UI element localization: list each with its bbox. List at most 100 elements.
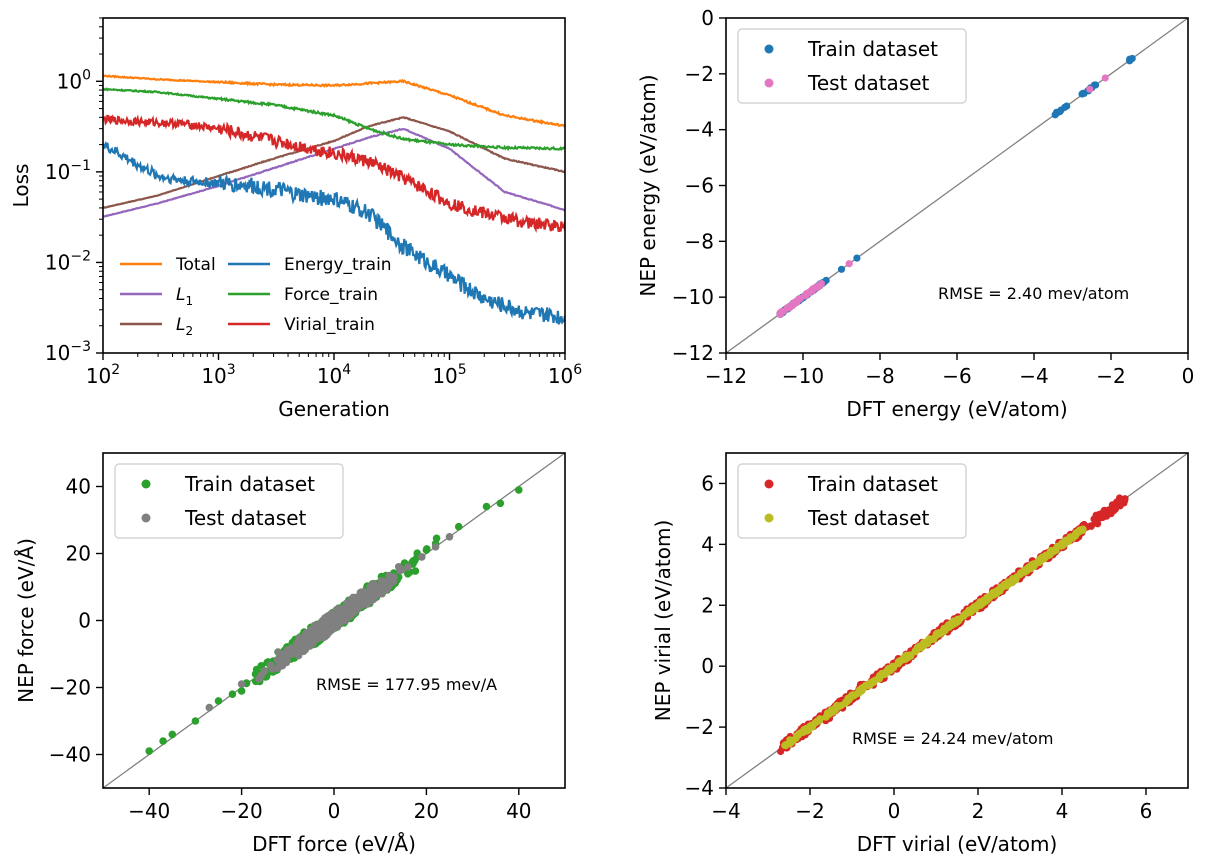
scatter-point-test-dataset <box>898 656 906 664</box>
legend-marker-train-dataset <box>141 479 151 489</box>
y-tick-label: −6 <box>685 174 714 198</box>
y-tick-label: 10−3 <box>45 339 91 365</box>
y-tick-label: 40 <box>66 475 91 499</box>
data-point-train-dataset <box>191 717 200 725</box>
y-axis-label: NEP energy (eV/atom) <box>636 74 660 296</box>
data-point-test-dataset <box>1037 556 1045 564</box>
data-point-test-dataset <box>1058 540 1066 549</box>
legend-label-l-1: L1 <box>176 285 193 308</box>
legend: Train dataset Test dataset <box>114 463 344 539</box>
scatter-point-test-dataset <box>787 736 795 744</box>
legend-label-test-dataset: Test dataset <box>807 71 930 95</box>
data-point-test-dataset <box>1079 525 1087 533</box>
legend-box <box>737 463 967 539</box>
legend-label-l-2: L2 <box>176 315 193 338</box>
scatter-point-test-dataset <box>960 612 968 620</box>
y-axis-label: Loss <box>9 164 33 208</box>
legend: Total L1 L2 Energy_train Force_train Virial_t… <box>120 255 392 338</box>
data-point-test-dataset <box>911 647 919 655</box>
x-tick-label: 20 <box>414 799 439 823</box>
legend-marker-test-dataset <box>141 513 151 523</box>
x-tick-label: −2 <box>1096 364 1125 388</box>
scatter-point-test-dataset <box>337 613 346 621</box>
scatter-point-train-dataset <box>411 567 420 575</box>
y-tick-label: −2 <box>685 715 714 739</box>
y-tick-label: 0 <box>701 6 714 30</box>
data-point-train-dataset <box>1108 501 1116 509</box>
data-point-test-dataset <box>890 662 898 670</box>
data-point-train-dataset <box>853 254 861 262</box>
x-tick-label: −2 <box>795 799 824 823</box>
y-tick-label: −10 <box>672 285 714 309</box>
rmse-annotation: RMSE = 2.40 mev/atom <box>938 284 1129 303</box>
x-tick-label: −8 <box>865 364 894 388</box>
y-tick-label: −40 <box>49 743 91 767</box>
legend-marker-test-dataset <box>764 78 774 88</box>
data-point-test-dataset <box>953 616 961 625</box>
data-point-test-dataset <box>376 583 385 591</box>
data-point-test-dataset <box>848 693 856 701</box>
y-axis-label: NEP force (eV/Å) <box>14 538 38 703</box>
data-point-train-dataset <box>837 265 846 273</box>
y-tick-label: 6 <box>701 471 714 495</box>
data-point-test-dataset <box>932 632 940 640</box>
virial-parity-chart: −4 −2 0 2 4 6 −4 −2 0 2 4 6 DFT virial (eV/atom) NEP … <box>651 452 1189 856</box>
x-tick-label: 103 <box>201 362 235 388</box>
data-point-test-dataset <box>995 586 1003 594</box>
data-point-train-dataset <box>482 502 491 511</box>
scatter-point-test-dataset <box>938 628 947 636</box>
x-tick-label: 105 <box>432 362 466 388</box>
rmse-annotation: RMSE = 24.24 mev/atom <box>852 729 1053 748</box>
y-tick-label: 0 <box>701 654 714 678</box>
data-point-train-dataset <box>228 690 237 698</box>
scatter-point-test-dataset <box>1051 546 1059 554</box>
y-tick-label: 4 <box>701 532 714 556</box>
data-point-test-dataset <box>260 667 269 675</box>
y-tick-label: −8 <box>685 229 714 253</box>
data-point-train-dataset <box>1061 103 1069 111</box>
plot-frame <box>725 452 1189 789</box>
data-point-test-dataset <box>785 303 794 311</box>
scatter-point-test-dataset <box>306 642 314 650</box>
data-point-test-dataset <box>801 292 809 300</box>
data-point-test-dataset <box>367 589 375 598</box>
x-tick-label: −10 <box>782 364 824 388</box>
points <box>777 494 1129 756</box>
series-line-l-1 <box>103 127 565 218</box>
x-tick-label: 0 <box>328 799 341 823</box>
data-point-test-dataset <box>793 297 801 305</box>
legend-label-train-dataset: Train dataset <box>807 472 938 496</box>
y-tick-label: −4 <box>685 118 714 142</box>
y-tick-label: 0 <box>78 609 91 633</box>
legend-box <box>114 463 344 539</box>
legend-label-train-dataset: Train dataset <box>807 37 938 61</box>
legend-box <box>737 28 967 104</box>
data-point-train-dataset <box>237 687 246 695</box>
data-point-test-dataset <box>418 553 426 561</box>
x-tick-label: 102 <box>86 362 120 388</box>
scatter-point-train-dataset <box>1098 513 1107 522</box>
scatter-point-test-dataset <box>985 594 993 603</box>
data-point-test-dataset <box>431 543 440 551</box>
x-tick-label: 40 <box>506 799 531 823</box>
legend-label-force-train: Force_train <box>284 285 378 305</box>
x-tick-label: −4 <box>1019 364 1048 388</box>
legend-label-energy-train: Energy_train <box>284 255 392 275</box>
scatter-point-test-dataset <box>907 652 915 660</box>
data-point-train-dataset <box>214 697 223 705</box>
scatter-point-test-dataset <box>274 648 283 657</box>
y-tick-label: −2 <box>685 62 714 86</box>
data-point-test-dataset <box>778 308 786 317</box>
scatter-point-test-dataset <box>1027 565 1035 573</box>
legend-label-test-dataset: Test dataset <box>184 506 307 530</box>
data-point-test-dataset <box>827 708 835 716</box>
y-axis-label: NEP virial (eV/atom) <box>651 520 675 722</box>
data-point-test-dataset <box>809 286 817 294</box>
series-line-total <box>103 74 565 128</box>
x-tick-label: 0 <box>1182 364 1195 388</box>
scatter-point-test-dataset <box>377 577 386 585</box>
scatter-point-test-dataset <box>337 605 346 614</box>
legend-label-train-dataset: Train dataset <box>184 472 315 496</box>
data-point-train-dataset <box>1092 519 1100 527</box>
